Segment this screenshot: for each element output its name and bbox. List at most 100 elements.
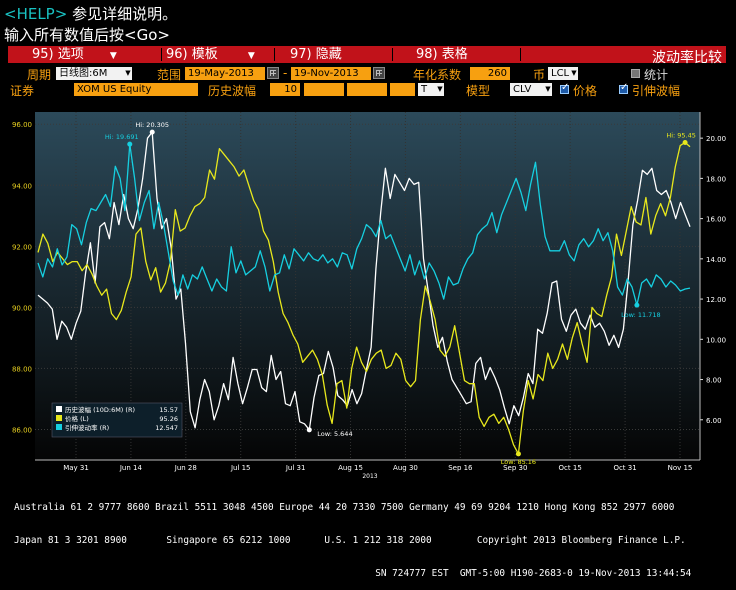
model-select[interactable]: CLV [510, 83, 544, 96]
currency-select[interactable]: LCL [548, 67, 570, 80]
footer-session-line: SN 724777 EST GMT-5:00 H190-2683-0 19-No… [14, 568, 692, 579]
legend-series-value: 95.26 [159, 415, 178, 423]
currency-dropdown-icon[interactable]: ▼ [570, 67, 578, 80]
extreme-marker [306, 427, 312, 433]
series-line [37, 143, 691, 306]
x-axis-tick-label: Oct 31 [613, 464, 636, 472]
stats-checkbox[interactable] [631, 69, 640, 78]
options-menu-label: 选项 [57, 47, 84, 62]
hist-vol-blank-field[interactable] [347, 83, 387, 96]
hist-vol-unit-dropdown-icon[interactable]: ▼ [436, 83, 444, 96]
implied-vol-toggle-label: 引伸波幅 [632, 84, 681, 98]
series-line [37, 141, 691, 455]
security-label: 证券 [10, 84, 35, 98]
annualization-label: 年化系数 [413, 68, 462, 82]
right-axis-tick-label: 8.00 [706, 377, 722, 385]
hide-menu[interactable]: 97) 隐藏 [290, 46, 342, 63]
volatility-chart: 86.00 88.00 90.00 92.00 94.00 96.00 6.00 8.00 10… [12, 112, 726, 480]
x-axis-tick-label: Jul 15 [230, 464, 251, 472]
extreme-marker [515, 451, 521, 457]
command-prompt: 输入所有数值后按<Go> [4, 26, 170, 44]
legend-box [51, 402, 183, 438]
price-checkbox[interactable] [560, 82, 569, 94]
period-select[interactable]: 日线图:6M [56, 67, 124, 80]
right-axis-tick-label: 18.00 [706, 175, 726, 183]
right-axis-tick-label: 10.00 [706, 336, 726, 344]
series-line [37, 131, 691, 431]
legend-swatch [56, 415, 62, 421]
extreme-annotation: Hi: 20.305 [135, 121, 169, 129]
hide-menu-number: 97) [290, 47, 312, 62]
extreme-annotation: Hi: 19.691 [105, 133, 139, 141]
right-axis-tick-label: 16.00 [706, 216, 726, 224]
x-axis-tick-label: Sep 16 [448, 464, 473, 472]
left-axis-tick-label: 86.00 [12, 426, 32, 434]
period-dropdown-icon[interactable]: ▼ [124, 67, 132, 80]
left-axis-tick-label: 96.00 [12, 121, 32, 129]
extreme-annotation: Low: 11.718 [621, 311, 660, 319]
implied-vol-checkbox[interactable] [619, 82, 628, 94]
hist-vol-unit-select[interactable]: T [418, 83, 436, 96]
x-axis-tick-label: May 31 [63, 464, 89, 472]
dropdown-arrow-icon: ▼ [109, 51, 117, 61]
template-menu-label: 模板 [191, 47, 218, 62]
table-menu[interactable]: 98) 表格 [416, 46, 468, 63]
annualization-input[interactable]: 260 [470, 67, 510, 80]
plot-background [35, 112, 700, 460]
options-menu-number: 95) [32, 47, 54, 62]
period-label: 周期 [27, 68, 52, 82]
options-menu[interactable]: 95) 选项 ▼ [32, 46, 117, 63]
start-calendar-icon[interactable] [267, 67, 279, 79]
extreme-marker [634, 302, 640, 308]
right-axis-tick-label: 6.00 [706, 417, 722, 425]
x-axis-tick-label: Jul 31 [285, 464, 306, 472]
help-key[interactable]: <HELP> [4, 5, 68, 23]
hist-vol-window-input[interactable]: 10 [270, 83, 300, 96]
extreme-annotation: Low: 5.644 [317, 430, 352, 438]
price-toggle-label: 价格 [573, 84, 598, 98]
end-calendar-icon[interactable] [373, 67, 385, 79]
currency-label: 币 [533, 68, 546, 82]
template-menu-number: 96) [166, 47, 188, 62]
menu-bar: 95) 选项 ▼ 96) 模板 ▼ 97) 隐藏 98) 表格 [8, 46, 726, 63]
template-menu[interactable]: 96) 模板 ▼ [166, 46, 255, 63]
legend-series-name: 价格 (L) [65, 414, 89, 423]
x-axis-tick-label: Sep 30 [503, 464, 527, 472]
legend-series-name: 引伸波动率 (R) [65, 423, 109, 432]
hist-vol-blank-field[interactable] [304, 83, 344, 96]
extreme-annotation: Hi: 95.45 [666, 132, 696, 140]
right-axis-tick-label: 12.00 [706, 296, 726, 304]
date-separator: - [283, 66, 288, 80]
extreme-marker [127, 141, 133, 147]
hide-menu-label: 隐藏 [315, 47, 342, 62]
legend-series-value: 15.57 [159, 406, 178, 414]
x-axis-tick-label: Oct 15 [559, 464, 582, 472]
table-menu-label: 表格 [441, 47, 468, 62]
range-label: 范围 [157, 68, 182, 82]
chart-legend: 历史波幅 (10D:6M) (R) 15.57 价格 (L) 95.26 引伸波动率 (… [51, 402, 183, 438]
footer-phones-line: Australia 61 2 9777 8600 Brazil 5511 304… [14, 502, 675, 513]
menu-divider [520, 48, 521, 61]
volatility-comparison-title: 波动率比较 [652, 50, 722, 66]
security-input[interactable]: XOM US Equity [74, 83, 198, 96]
menu-divider [161, 48, 162, 61]
right-axis-tick-label: 14.00 [706, 256, 726, 264]
legend-series-value: 12.547 [155, 424, 178, 432]
extreme-marker [682, 140, 688, 146]
help-text: 参见详细说明。 [72, 5, 178, 23]
legend-series-name: 历史波幅 (10D:6M) (R) [65, 405, 135, 414]
right-axis-tick-label: 20.00 [706, 135, 726, 143]
menu-divider [274, 48, 275, 61]
end-date-input[interactable]: 19-Nov-2013 [291, 67, 371, 80]
hist-vol-blank-field[interactable] [390, 83, 415, 96]
footer-copyright-line: Japan 81 3 3201 8900 Singapore 65 6212 1… [14, 535, 686, 546]
start-date-input[interactable]: 19-May-2013 [185, 67, 265, 80]
x-axis-tick-label: Aug 30 [393, 464, 418, 472]
legend-swatch [56, 424, 62, 430]
help-line: <HELP> 参见详细说明。 [4, 3, 177, 24]
stats-label: 统计 [644, 68, 669, 82]
x-axis-tick-label: Aug 15 [338, 464, 363, 472]
model-dropdown-icon[interactable]: ▼ [544, 83, 552, 96]
model-label: 模型 [466, 84, 491, 98]
left-axis-tick-label: 88.00 [12, 365, 32, 373]
